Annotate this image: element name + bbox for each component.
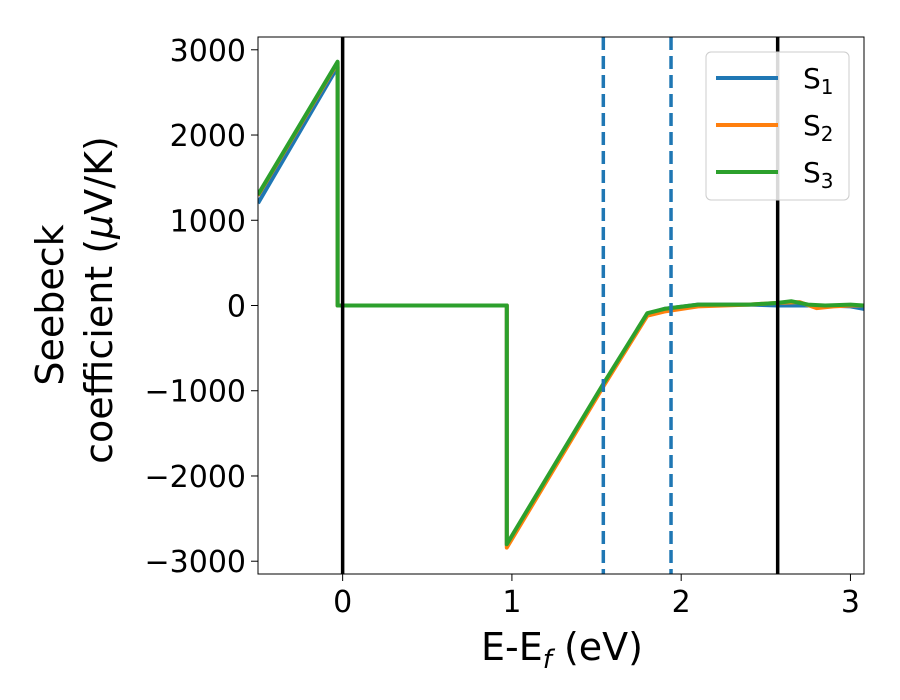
legend-label: S2 <box>803 109 834 146</box>
x-tick-label: 3 <box>841 585 860 620</box>
legend-entry-s2: S2 <box>716 109 834 146</box>
x-tick-label: 1 <box>502 585 521 620</box>
y-tick-label: −3000 <box>145 545 246 580</box>
axis-ticks: 0 1 2 3 −3000 −2000 −1000 0 1000 2000 3000 <box>145 34 860 620</box>
y-tick-label: −1000 <box>145 375 246 410</box>
legend-entry-s1: S1 <box>716 62 834 99</box>
y-tick-label: −2000 <box>145 460 246 495</box>
legend-entry-s3: S3 <box>716 156 834 193</box>
y-axis-label-line2: coefficient (μV/K) <box>77 136 121 464</box>
legend-label: S1 <box>803 62 834 99</box>
series-layer <box>258 59 864 550</box>
y-tick-label: 0 <box>227 290 246 325</box>
legend-label: S3 <box>803 156 834 193</box>
legend: S1 S2 S3 <box>705 51 850 201</box>
x-axis-label: E-Ef (eV) <box>481 625 643 675</box>
x-tick-label: 2 <box>672 585 691 620</box>
series-line-s3 <box>258 59 864 547</box>
y-axis-label-line1: Seebeck <box>28 224 72 385</box>
y-tick-label: 2000 <box>170 119 246 154</box>
y-tick-label: 1000 <box>170 204 246 239</box>
y-tick-label: 3000 <box>170 34 246 69</box>
x-tick-label: 0 <box>333 585 352 620</box>
